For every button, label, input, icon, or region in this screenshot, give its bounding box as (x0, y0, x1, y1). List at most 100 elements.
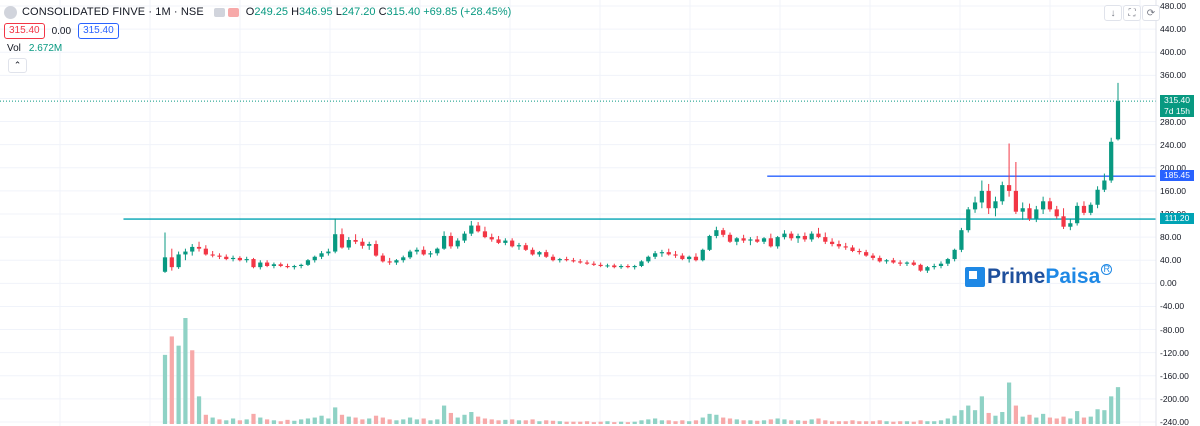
volume-bar (591, 422, 596, 424)
volume-bar (326, 418, 331, 424)
volume-bar (237, 420, 242, 424)
price-axis-label-value: 315.40 (1164, 95, 1190, 106)
volume-bar (1081, 417, 1087, 424)
volume-bar (469, 412, 474, 424)
candle-body (550, 256, 556, 261)
candle-body (230, 257, 236, 260)
volume-bar (789, 420, 794, 424)
volume-bar (503, 419, 508, 424)
volume-bar (244, 419, 249, 424)
volume-bar (1000, 412, 1005, 424)
y-tick-label: 480.00 (1160, 1, 1186, 11)
candle-body (768, 238, 773, 247)
volume-bar (693, 420, 699, 424)
candle-body (1095, 189, 1100, 205)
volume-bar (203, 414, 208, 424)
y-tick-label: 40.00 (1160, 255, 1182, 266)
candle-body (1102, 180, 1107, 190)
volume-bar (618, 421, 624, 424)
candle-body (850, 247, 855, 251)
candle-body (687, 256, 692, 260)
volume-bar (510, 419, 515, 424)
volume-bar (802, 420, 807, 424)
volume-bar (319, 415, 324, 424)
candle-body (1054, 209, 1059, 217)
candle-body (428, 253, 433, 255)
candle-body (373, 244, 379, 256)
candle-body (959, 230, 964, 250)
y-tick-label: 440.00 (1160, 24, 1186, 35)
candle-body (407, 251, 413, 258)
candle-body (421, 249, 426, 255)
volume-bar (761, 420, 767, 424)
volume-bar (292, 420, 297, 424)
candle-body (938, 263, 944, 266)
candle-body (251, 259, 256, 268)
symbol-title[interactable]: CONSOLIDATED FINVE · 1M · NSE (22, 6, 204, 18)
volume-bar (836, 421, 842, 424)
candle-body (571, 260, 576, 262)
spread-value: 0.00 (51, 25, 72, 37)
buy-button[interactable]: 315.40 (78, 23, 119, 39)
volume-bar (972, 410, 978, 424)
y-tick-label: 240.00 (1160, 139, 1186, 150)
maximize-button[interactable]: ⛶ (1123, 5, 1141, 21)
candle-body (918, 264, 923, 271)
volume-bar (578, 421, 583, 424)
candle-body (1041, 201, 1046, 210)
candle-body (367, 244, 372, 246)
candle-body (584, 262, 590, 264)
volume-bar (217, 419, 222, 424)
candle-body (244, 259, 249, 261)
volume-bar (550, 420, 556, 424)
candle-body (537, 252, 542, 255)
volume-bar (864, 421, 869, 424)
volume-bar (959, 410, 964, 424)
candle-body (489, 237, 494, 240)
change-value: +69.85 (+28.45%) (423, 6, 512, 18)
volume-bar (1109, 396, 1114, 424)
volume-bar (809, 419, 814, 424)
y-tick-label: 280.00 (1160, 116, 1186, 127)
volume-bar (210, 417, 215, 424)
volume-bar (1041, 413, 1046, 424)
volume-bar (448, 412, 454, 424)
price-axis-label: 111.20 (1160, 213, 1194, 225)
scroll-down-button[interactable]: ↓ (1104, 5, 1122, 21)
volume-bar (373, 415, 379, 424)
volume-value: 2.672M (28, 43, 63, 54)
candle-body (877, 257, 882, 262)
volume-bar (938, 420, 944, 424)
candle-body (1075, 205, 1080, 224)
volume-bar (1068, 418, 1073, 424)
candle-body (714, 230, 719, 236)
volume-bar (516, 420, 522, 424)
volume-bar (700, 417, 705, 424)
candle-body (441, 235, 447, 249)
volume-bar (264, 419, 270, 424)
candle-body (829, 241, 835, 245)
volume-bar (339, 414, 345, 424)
high-value: 346.95 (299, 6, 333, 18)
volume-bar (911, 421, 916, 424)
candle-body (1013, 190, 1019, 212)
volume-bar (435, 419, 440, 424)
y-tick-label: -80.00 (1160, 324, 1185, 335)
registered-mark: R (1101, 263, 1113, 275)
candle-body (305, 260, 311, 265)
refresh-button[interactable]: ⟳ (1142, 5, 1160, 21)
sell-button[interactable]: 315.40 (4, 23, 45, 39)
arrow-down-icon: ↓ (1110, 7, 1116, 19)
volume-bar (387, 419, 392, 424)
collapse-legend-button[interactable]: ⌃ (8, 58, 27, 73)
volume-bar (360, 419, 365, 424)
candle-body (734, 238, 739, 242)
volume-bar (530, 419, 535, 424)
horizontal-levels (123, 175, 1156, 220)
chart-grid (0, 0, 1156, 426)
volume-bar (496, 420, 501, 424)
volume-bar (1013, 405, 1019, 424)
candle-body (673, 254, 678, 256)
volume-bar (932, 421, 937, 424)
